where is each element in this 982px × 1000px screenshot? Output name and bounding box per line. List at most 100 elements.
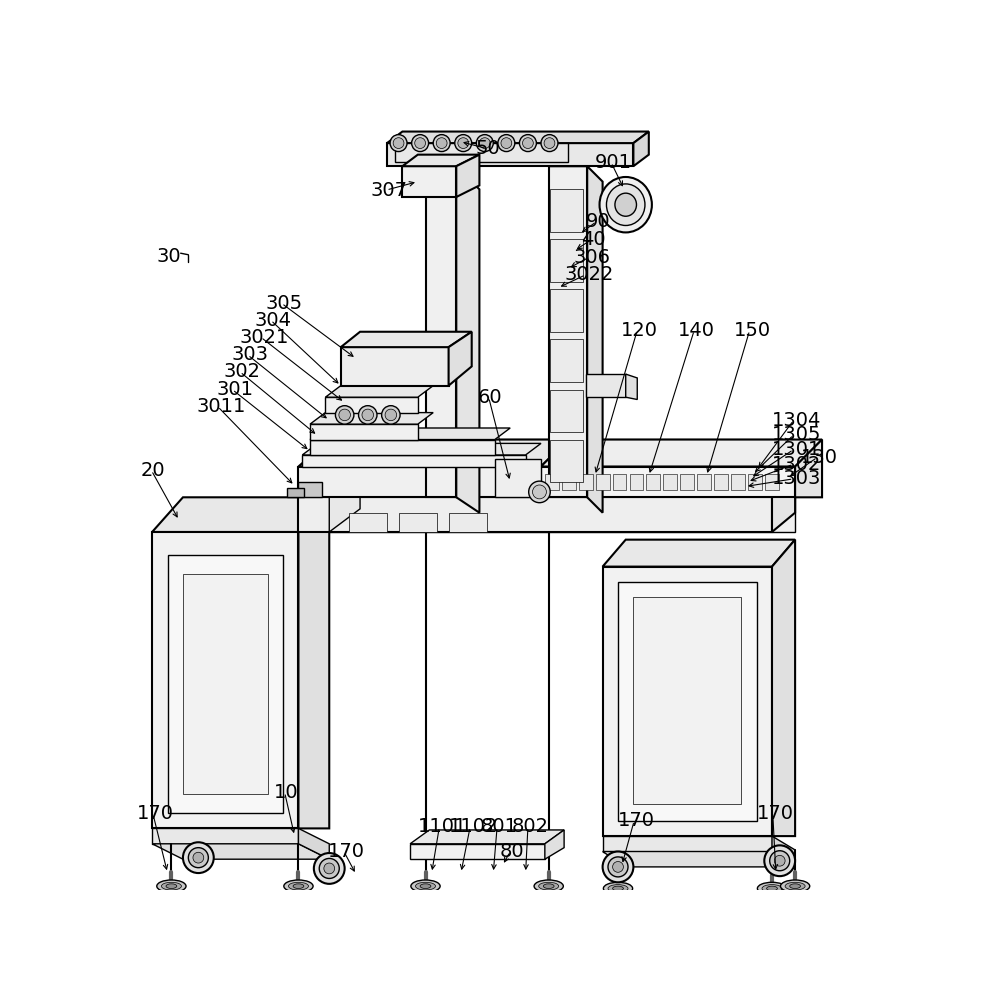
Polygon shape	[310, 413, 433, 424]
Polygon shape	[329, 440, 795, 466]
Polygon shape	[549, 166, 587, 497]
Polygon shape	[772, 540, 795, 836]
Ellipse shape	[519, 135, 536, 152]
Text: 3022: 3022	[564, 265, 614, 284]
Ellipse shape	[455, 135, 471, 152]
Text: 301: 301	[216, 380, 253, 399]
Polygon shape	[310, 424, 417, 440]
Ellipse shape	[358, 406, 377, 424]
Text: 304: 304	[254, 311, 292, 330]
Polygon shape	[772, 836, 795, 867]
Polygon shape	[329, 497, 795, 532]
Polygon shape	[299, 497, 329, 828]
Ellipse shape	[775, 855, 785, 866]
Ellipse shape	[385, 409, 397, 421]
Polygon shape	[545, 830, 564, 859]
Ellipse shape	[781, 880, 810, 892]
Polygon shape	[302, 455, 525, 466]
Ellipse shape	[603, 882, 632, 895]
Ellipse shape	[319, 858, 339, 878]
Polygon shape	[748, 474, 762, 490]
Ellipse shape	[757, 882, 787, 895]
Text: 170: 170	[756, 804, 793, 823]
Ellipse shape	[415, 882, 435, 890]
Polygon shape	[603, 852, 795, 867]
Polygon shape	[633, 597, 741, 804]
Ellipse shape	[433, 135, 450, 152]
Polygon shape	[449, 513, 487, 532]
Polygon shape	[152, 828, 299, 844]
Text: 1102: 1102	[449, 817, 498, 836]
Polygon shape	[325, 397, 417, 413]
Polygon shape	[587, 166, 603, 513]
Polygon shape	[425, 166, 457, 497]
Ellipse shape	[390, 135, 407, 152]
Ellipse shape	[289, 882, 308, 890]
Ellipse shape	[479, 138, 490, 148]
Polygon shape	[772, 470, 795, 532]
Text: 901: 901	[595, 153, 631, 172]
Polygon shape	[399, 513, 437, 532]
Polygon shape	[299, 466, 541, 497]
Polygon shape	[626, 374, 637, 400]
Ellipse shape	[393, 138, 404, 148]
Text: 170: 170	[136, 804, 174, 823]
Polygon shape	[585, 374, 626, 397]
Ellipse shape	[790, 884, 800, 888]
Polygon shape	[410, 844, 545, 859]
Text: 1303: 1303	[772, 469, 821, 488]
Polygon shape	[596, 474, 610, 490]
Ellipse shape	[600, 177, 652, 232]
Text: 170: 170	[328, 842, 364, 861]
Text: 80: 80	[500, 842, 524, 861]
Polygon shape	[550, 189, 583, 232]
Polygon shape	[541, 440, 568, 497]
Ellipse shape	[770, 851, 790, 871]
Polygon shape	[299, 828, 329, 859]
Ellipse shape	[615, 193, 636, 216]
Text: 303: 303	[232, 345, 268, 364]
Polygon shape	[550, 289, 583, 332]
Polygon shape	[349, 513, 387, 532]
Ellipse shape	[166, 884, 177, 888]
Polygon shape	[168, 555, 283, 813]
Polygon shape	[302, 443, 541, 455]
Polygon shape	[495, 459, 541, 497]
Polygon shape	[618, 582, 756, 821]
Polygon shape	[341, 332, 471, 347]
Ellipse shape	[293, 884, 303, 888]
Text: 3011: 3011	[196, 397, 246, 416]
Polygon shape	[410, 830, 564, 844]
Polygon shape	[310, 440, 495, 455]
Polygon shape	[562, 474, 575, 490]
Polygon shape	[152, 844, 329, 859]
Ellipse shape	[189, 848, 208, 868]
Polygon shape	[550, 440, 583, 482]
Ellipse shape	[603, 852, 633, 882]
Polygon shape	[152, 532, 299, 828]
Text: 170: 170	[618, 811, 655, 830]
Polygon shape	[646, 474, 660, 490]
Text: 1302: 1302	[772, 455, 821, 474]
Text: 30: 30	[156, 247, 181, 266]
Text: 1304: 1304	[772, 411, 821, 430]
Ellipse shape	[613, 886, 624, 891]
Polygon shape	[299, 482, 321, 497]
Ellipse shape	[532, 485, 546, 499]
Polygon shape	[310, 428, 511, 440]
Polygon shape	[550, 389, 583, 432]
Ellipse shape	[544, 138, 555, 148]
Text: 90: 90	[585, 212, 610, 231]
Polygon shape	[541, 440, 822, 466]
Ellipse shape	[522, 138, 533, 148]
Ellipse shape	[414, 138, 425, 148]
Text: 20: 20	[140, 461, 165, 480]
Polygon shape	[387, 132, 649, 143]
Polygon shape	[387, 143, 633, 166]
Text: 1301: 1301	[772, 440, 821, 459]
Text: 120: 120	[621, 321, 658, 340]
Ellipse shape	[762, 885, 782, 892]
Polygon shape	[152, 497, 329, 532]
Text: 50: 50	[475, 139, 500, 158]
Text: 1305: 1305	[772, 425, 822, 444]
